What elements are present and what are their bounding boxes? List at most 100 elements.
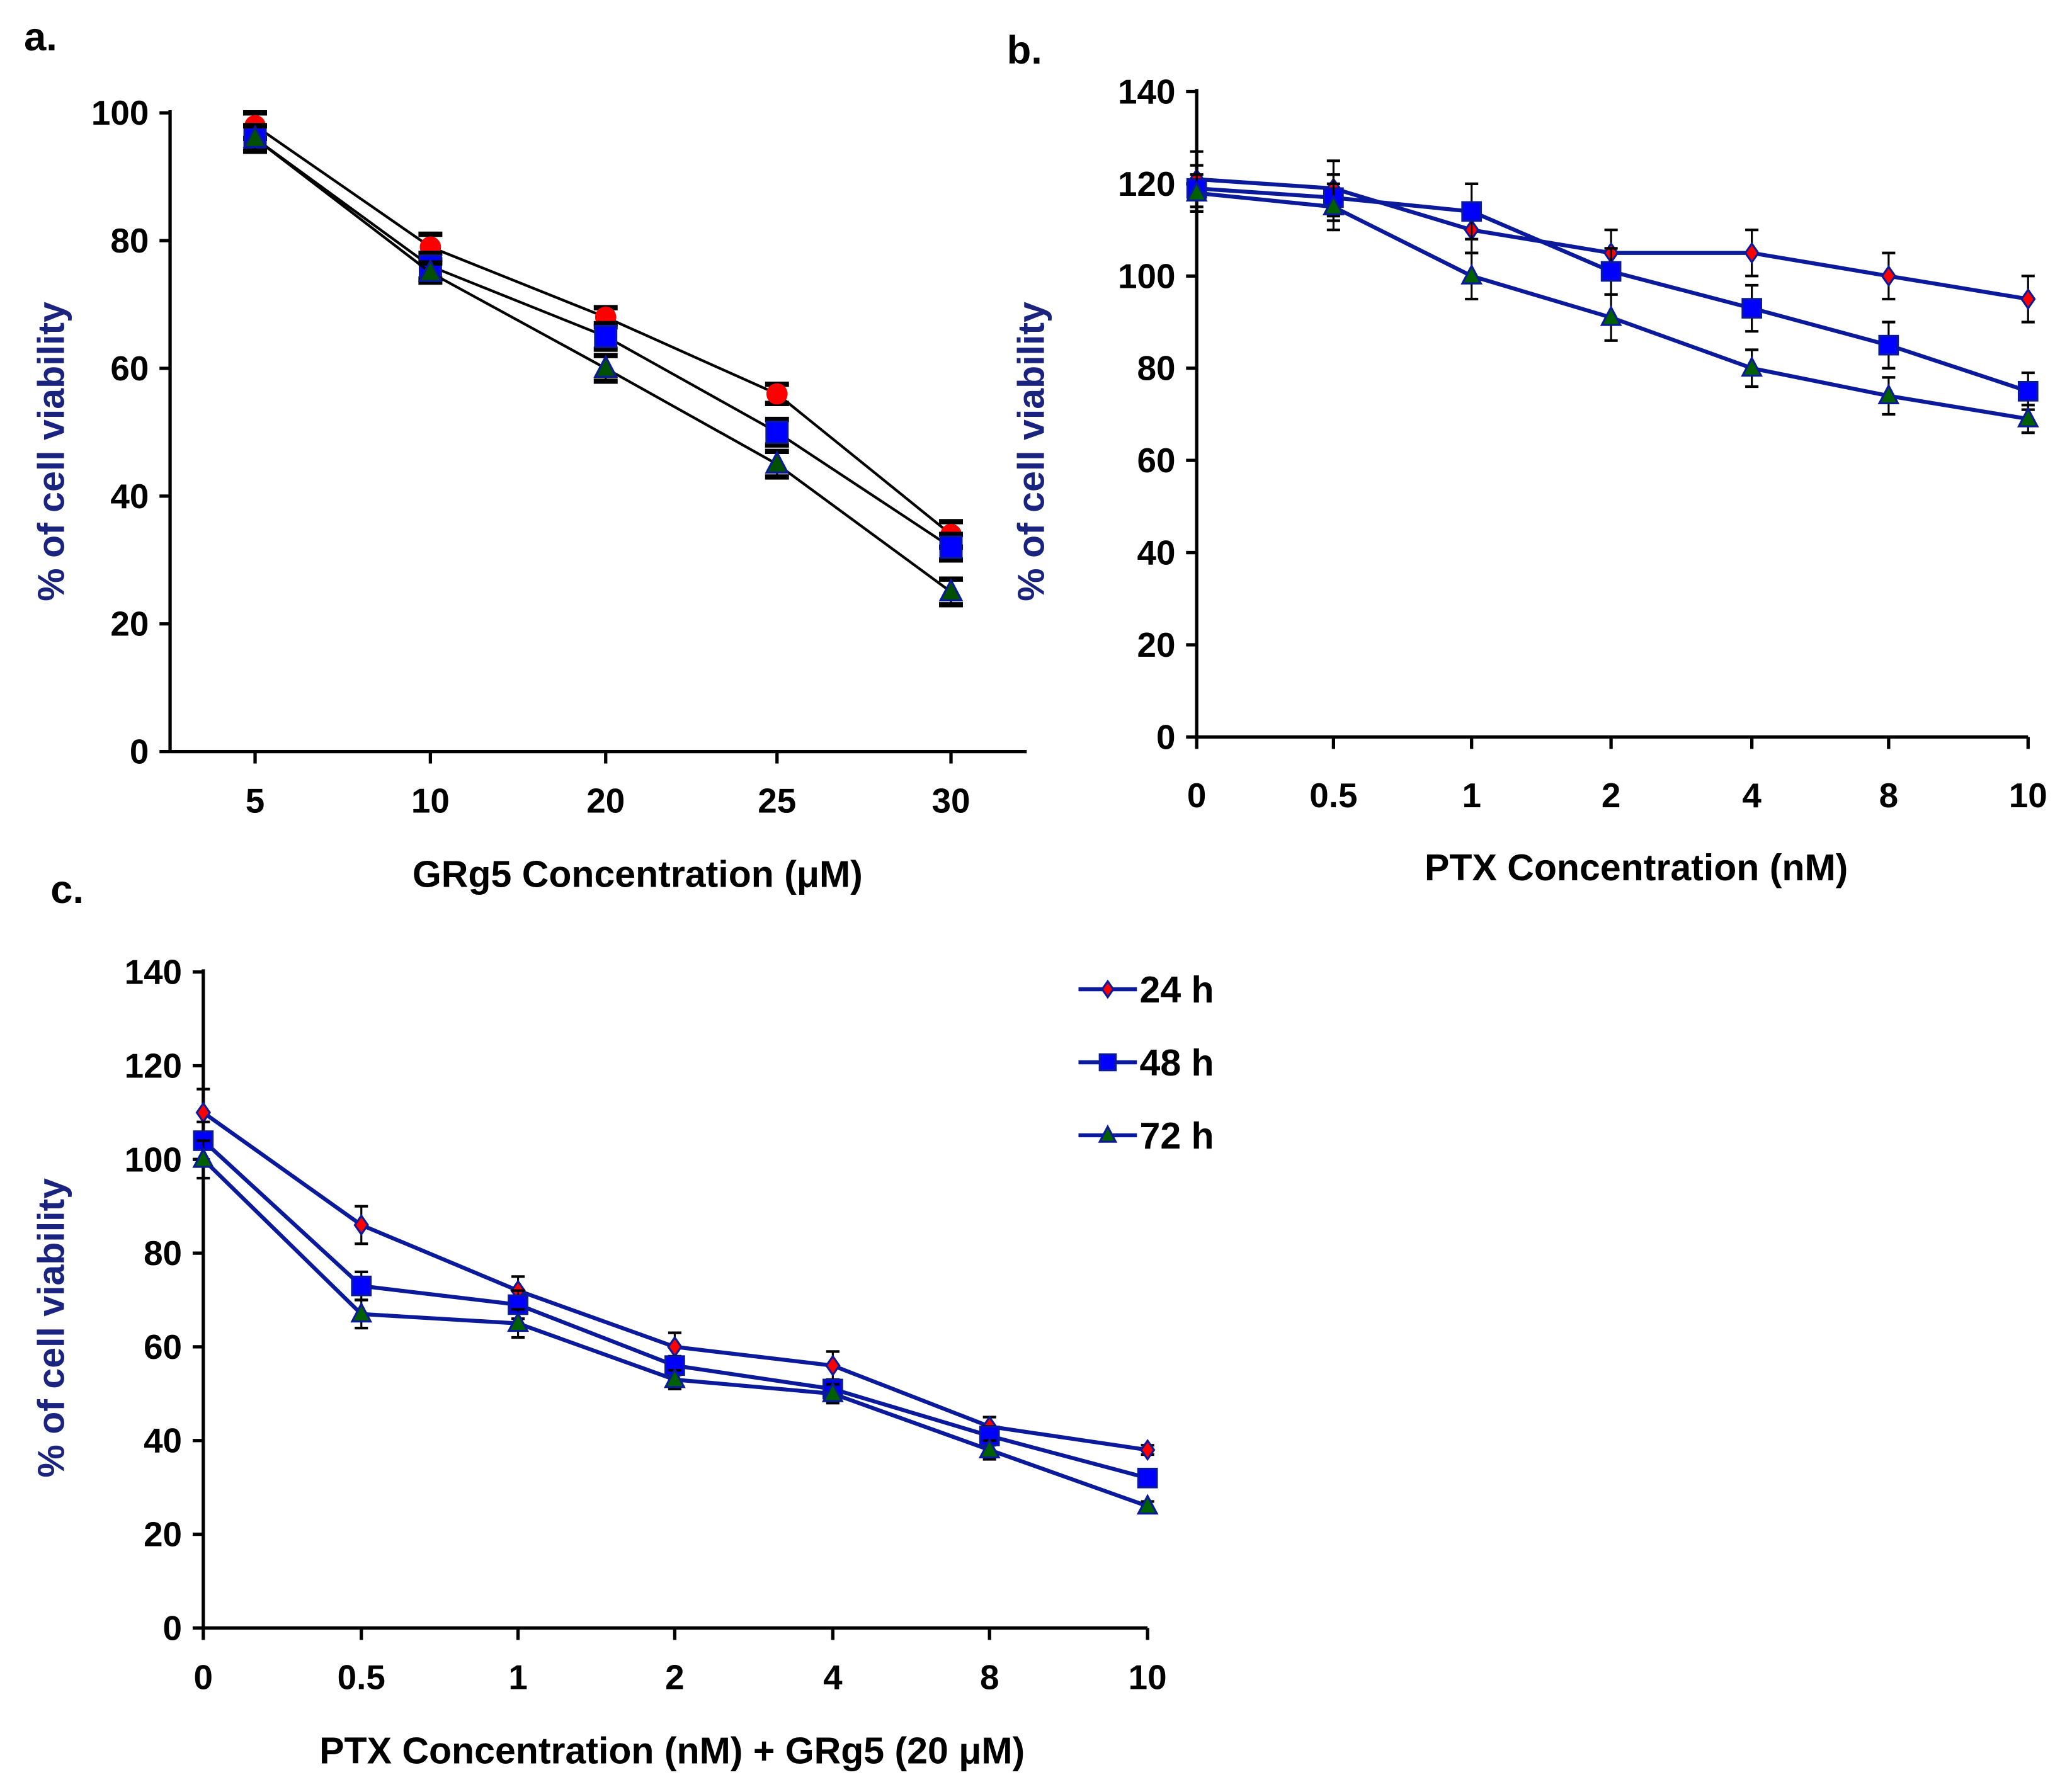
data-point: [821, 1381, 844, 1402]
y-tick-label: 80: [144, 1234, 182, 1273]
y-axis-label-c: % of cell viability: [30, 1178, 72, 1478]
y-tick-label: 60: [1137, 441, 1175, 480]
data-point: [593, 355, 618, 378]
x-tick-label: 20: [586, 781, 625, 820]
y-tick-label: 60: [144, 1327, 182, 1366]
x-tick-label: 10: [1129, 1657, 1167, 1696]
panel-label-b: b.: [1007, 28, 1042, 72]
y-tick-label: 0: [163, 1608, 182, 1647]
legend-marker: [1098, 1053, 1117, 1072]
x-axis-label-a: GRg5 Concentration (μM): [413, 854, 863, 895]
y-tick-label: 60: [110, 349, 149, 388]
y-tick-label: 40: [1137, 533, 1175, 572]
series-line: [1196, 186, 2029, 394]
x-tick-label: 4: [823, 1657, 843, 1696]
data-point: [1136, 1494, 1159, 1515]
series-24h: [1188, 150, 2036, 324]
x-tick-label: 5: [246, 781, 265, 820]
data-point: [2017, 380, 2039, 402]
x-tick-label: 1: [1462, 776, 1481, 815]
data-point: [1461, 201, 1483, 222]
data-point: [1139, 1439, 1156, 1461]
y-tick-label: 80: [1137, 349, 1175, 388]
y-tick-label: 120: [125, 1046, 182, 1085]
data-point: [978, 1437, 1001, 1459]
y-tick-label: 20: [110, 604, 149, 644]
y-tick-label: 120: [1118, 164, 1175, 203]
data-point: [765, 420, 789, 444]
y-tick-label: 140: [1118, 72, 1175, 111]
series-line: [1196, 191, 2029, 421]
legend: 24 h 48 h 72 h: [1078, 969, 1214, 1157]
y-tick-label: 100: [91, 93, 149, 132]
x-tick-label: 0: [1187, 776, 1206, 815]
y-tick-label: 20: [1137, 625, 1175, 664]
data-point: [192, 1147, 215, 1168]
data-point: [1744, 242, 1760, 264]
x-tick-label: 10: [2009, 776, 2047, 815]
y-tick-label: 100: [1118, 256, 1175, 295]
data-point: [765, 450, 790, 474]
x-tick-label: 8: [980, 1657, 999, 1696]
y-tick-label: 0: [1156, 717, 1175, 756]
legend-marker: [1098, 1124, 1118, 1143]
data-point: [2020, 288, 2036, 310]
legend-label-24h: 24 h: [1139, 969, 1214, 1011]
y-tick-label: 40: [144, 1421, 182, 1460]
y-axis-label-b: % of cell viability: [1011, 302, 1052, 601]
data-point: [1137, 1467, 1158, 1489]
series-72h: [192, 1139, 1159, 1515]
data-point: [1741, 298, 1762, 319]
data-point: [507, 1311, 529, 1332]
data-point: [1881, 264, 1897, 287]
x-tick-label: 2: [1602, 776, 1620, 815]
y-axis-label-a: % of cell viability: [30, 302, 72, 601]
data-point: [939, 535, 963, 559]
data-point: [418, 258, 443, 282]
series-48h: [1186, 164, 2039, 411]
panel-a: a. GRg5 Concentration (μM) % of cell via…: [24, 15, 1027, 895]
x-axis-label-b: PTX Concentration (nM): [1425, 847, 1848, 888]
x-tick-label: 10: [411, 781, 450, 820]
data-point: [594, 324, 618, 348]
data-point: [2017, 406, 2039, 428]
y-tick-label: 100: [125, 1140, 182, 1179]
data-point: [667, 1336, 683, 1358]
series-line: [202, 1111, 1148, 1452]
data-point: [664, 1367, 686, 1388]
data-point: [1600, 305, 1622, 326]
y-tick-label: 40: [110, 477, 149, 516]
data-point: [1185, 180, 1208, 201]
y-tick-label: 140: [125, 953, 182, 992]
data-point: [1460, 263, 1483, 285]
data-point: [766, 383, 788, 405]
panel-c: c. PTX Concentration (nM) + GRg5 (20 μM)…: [30, 868, 1166, 1771]
data-point: [1741, 356, 1763, 377]
data-point: [1600, 261, 1622, 282]
x-tick-label: 30: [932, 781, 971, 820]
data-point: [350, 1302, 373, 1323]
series-72h: [242, 123, 964, 608]
y-tick-label: 80: [110, 221, 149, 260]
data-point: [1878, 334, 1899, 356]
x-tick-label: 2: [665, 1657, 684, 1696]
series-24h: [195, 1087, 1156, 1461]
panel-label-c: c.: [50, 868, 84, 912]
data-point: [195, 1101, 212, 1124]
legend-marker: [1101, 979, 1115, 999]
data-point: [938, 578, 964, 602]
series-48h: [193, 1120, 1158, 1489]
x-axis-label-c: PTX Concentration (nM) + GRg5 (20 μM): [319, 1730, 1025, 1771]
panel-label-a: a.: [24, 15, 57, 59]
data-point: [1322, 194, 1345, 215]
x-tick-label: 4: [1742, 776, 1762, 815]
panel-b: b. PTX Concentration (nM) % of cell viab…: [1007, 28, 2047, 888]
legend-label-48h: 48 h: [1139, 1042, 1214, 1084]
y-tick-label: 20: [144, 1515, 182, 1554]
x-tick-label: 0.5: [1309, 776, 1357, 815]
x-tick-label: 0: [194, 1657, 213, 1696]
data-point: [242, 124, 268, 148]
x-tick-label: 1: [508, 1657, 527, 1696]
x-tick-label: 25: [758, 781, 796, 820]
